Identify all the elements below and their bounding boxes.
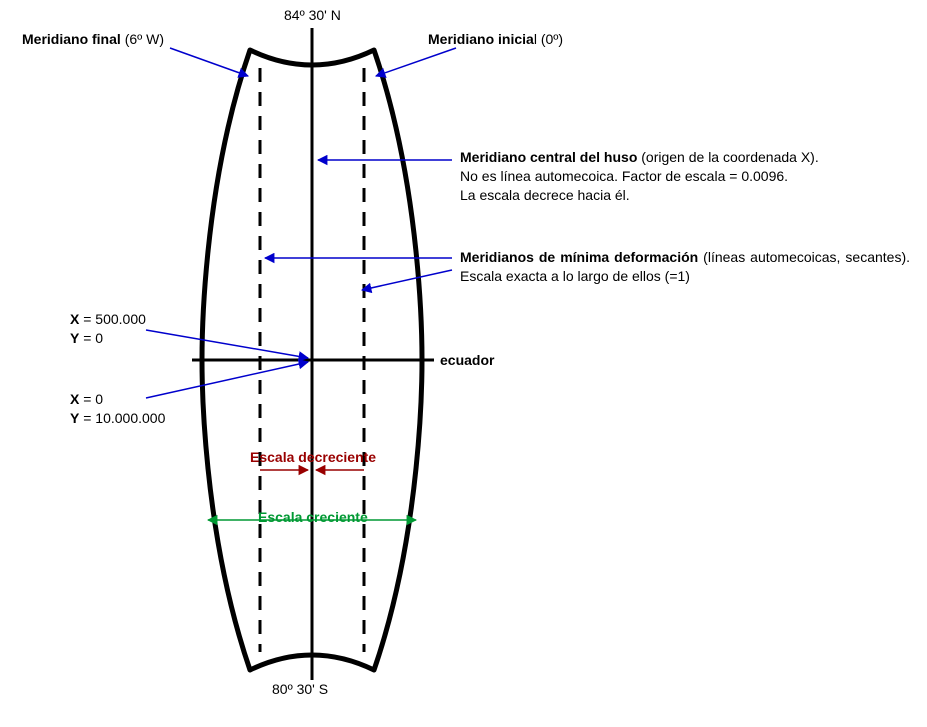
x-val: = 0	[79, 391, 103, 407]
minima-bold: Meridianos de mínima deformación	[460, 249, 698, 265]
meridiano-final-label: Meridiano final (6º W)	[22, 30, 164, 49]
south-label: 80º 30' S	[272, 680, 328, 699]
x-val: = 500.000	[79, 311, 146, 327]
y-val: = 0	[79, 330, 103, 346]
ecuador-label: ecuador	[440, 351, 494, 370]
origin-north-label: X = 500.000 Y = 0	[70, 310, 146, 348]
meridiano-inicial-rest: l (0º)	[534, 31, 563, 47]
north-label: 84º 30' N	[284, 6, 341, 25]
meridiano-inicial-label: Meridiano inicial (0º)	[428, 30, 563, 49]
meridiano-central-label: Meridiano central del huso (origen de la…	[460, 148, 900, 205]
y-key: Y	[70, 410, 79, 426]
zone-shape	[192, 28, 434, 680]
origin-south-label: X = 0 Y = 10.000.000	[70, 390, 165, 428]
y-key: Y	[70, 330, 79, 346]
meridiano-central-line2: No es línea automecoica. Factor de escal…	[460, 168, 788, 184]
meridiano-central-bold: Meridiano central del huso	[460, 149, 637, 165]
minima-deformacion-label: Meridianos de mínima deformación (líneas…	[460, 248, 910, 286]
x-key: X	[70, 311, 79, 327]
meridiano-inicial-bold: Meridiano inicia	[428, 31, 534, 47]
meridiano-final-paren: (6º W)	[125, 31, 164, 47]
x-key: X	[70, 391, 79, 407]
escala-creciente-label: Escala creciente	[258, 508, 368, 527]
meridiano-central-line3: La escala decrece hacia él.	[460, 187, 630, 203]
minima-rest1: (líneas automecoicas, secantes).	[698, 249, 910, 265]
meridiano-central-rest1: (origen de la coordenada X).	[637, 149, 818, 165]
minima-line2: Escala exacta a lo largo de ellos (=1)	[460, 268, 690, 284]
escala-decreciente-label: Escala decreciente	[250, 448, 376, 467]
meridiano-final-bold: Meridiano final	[22, 31, 121, 47]
y-val: = 10.000.000	[79, 410, 165, 426]
